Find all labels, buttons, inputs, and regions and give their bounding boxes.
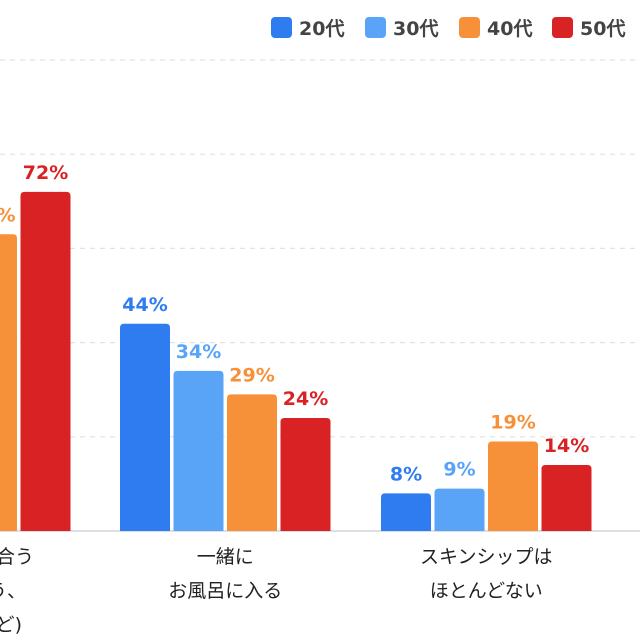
bar: [434, 488, 485, 531]
category-label: お風呂に入る: [168, 580, 282, 602]
bar: [227, 394, 277, 531]
data-label: 8%: [390, 463, 422, 485]
bar: [173, 370, 224, 531]
data-label: 24%: [283, 388, 328, 410]
data-label: 9%: [443, 459, 475, 481]
bar: [381, 493, 431, 531]
legend-label: 30代: [393, 18, 438, 40]
legend-swatch: [552, 17, 573, 38]
data-label: 72%: [23, 162, 68, 184]
bar: [280, 417, 331, 531]
category-label: 合う: [0, 546, 34, 568]
bar: [120, 323, 170, 531]
category-label: 一緒に: [197, 546, 254, 568]
data-label: 34%: [176, 341, 221, 363]
data-label: 19%: [490, 412, 535, 434]
legend: 20代 30代 40代 50代: [271, 17, 625, 40]
legend-label: 20代: [299, 18, 344, 40]
legend-swatch: [271, 17, 292, 38]
data-label: 44%: [122, 294, 167, 316]
category-label: スキンシップは: [420, 546, 552, 568]
category-label: う、: [0, 580, 26, 602]
legend-swatch: [459, 17, 480, 38]
legend-label: 50代: [580, 18, 625, 40]
bar: [541, 465, 592, 531]
category-label: ど): [0, 614, 22, 636]
data-label: %: [0, 204, 16, 226]
bar: [0, 234, 17, 531]
category-label: ほとんどない: [430, 580, 543, 602]
data-label: 29%: [229, 364, 274, 386]
legend-label: 40代: [487, 18, 532, 40]
bar: [488, 441, 538, 531]
legend-swatch: [365, 17, 386, 38]
bar: [20, 191, 71, 531]
data-label: 14%: [544, 435, 589, 457]
